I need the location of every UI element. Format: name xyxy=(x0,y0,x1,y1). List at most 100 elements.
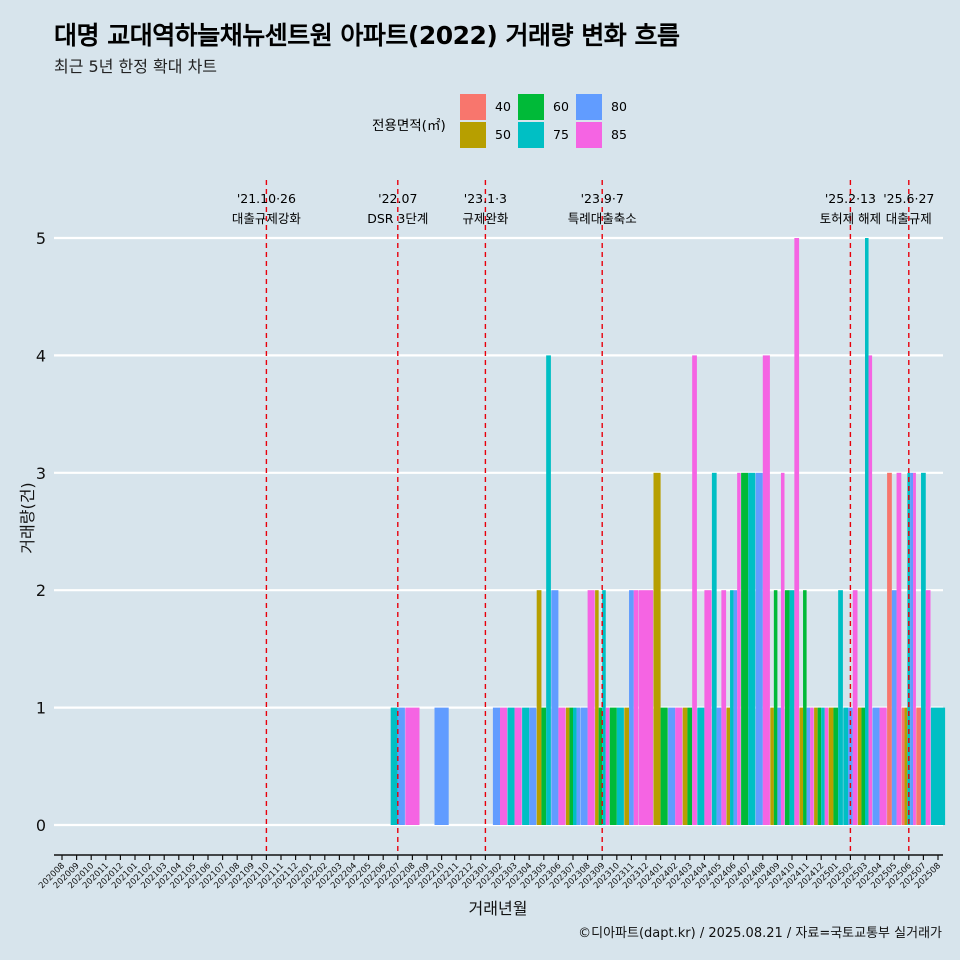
bar-202401-60 xyxy=(660,707,668,825)
bar-202503-50 xyxy=(857,707,862,825)
bar-202307-80 xyxy=(576,707,581,825)
event-date: '25.6·27 xyxy=(883,191,934,206)
legend-swatch-50 xyxy=(460,122,486,148)
y-tick-label: 0 xyxy=(36,816,46,835)
bar-202409-85 xyxy=(780,472,785,825)
bar-202412-60 xyxy=(817,707,822,825)
bar-202406-85 xyxy=(737,472,741,825)
bar-202305-75 xyxy=(546,355,551,825)
event-date: '25.2·13 xyxy=(825,191,876,206)
bar-202304-80 xyxy=(529,707,537,825)
bar-202501-75 xyxy=(838,590,843,825)
y-axis-title: 거래량(건) xyxy=(18,482,37,553)
bar-202310-60 xyxy=(609,707,617,825)
bar-202501-50 xyxy=(828,707,834,825)
bar-202506-50 xyxy=(904,707,908,825)
bar-202402-85 xyxy=(675,707,683,825)
bar-202306-85 xyxy=(558,707,566,825)
bar-202505-40 xyxy=(887,472,892,825)
bar-202309-60 xyxy=(598,707,603,825)
bar-202403-85 xyxy=(692,355,697,825)
bar-202410-60 xyxy=(784,590,790,825)
bar-202502-75 xyxy=(843,707,849,825)
bar-202409-60 xyxy=(773,590,778,825)
bar-202307-60 xyxy=(569,707,573,825)
legend-swatch-40 xyxy=(460,94,486,120)
bar-202207-75 xyxy=(390,707,398,825)
bar-202406-75 xyxy=(730,590,734,825)
legend-label-80: 80 xyxy=(611,99,627,114)
legend: 전용면적(㎡) 40 50 60 75 80 85 xyxy=(372,92,662,152)
bar-202502-85 xyxy=(852,590,858,825)
chart-subtitle: 최근 5년 한정 확대 차트 xyxy=(54,57,218,76)
bar-202308-80 xyxy=(580,707,588,825)
bar-202408-80 xyxy=(755,472,763,825)
bar-202411-80 xyxy=(806,707,811,825)
bar-202506-85 xyxy=(913,472,916,825)
bar-202504-85 xyxy=(879,707,887,825)
bar-202310-75 xyxy=(616,707,624,825)
bar-202302-80 xyxy=(492,707,500,825)
bar-202503-60 xyxy=(861,707,865,825)
event-label: 대출규제 xyxy=(886,211,932,226)
legend-label-60: 60 xyxy=(553,99,569,114)
bar-202405-75 xyxy=(711,472,717,825)
bar-202506-80 xyxy=(910,472,914,825)
bar-202411-60 xyxy=(803,590,807,825)
bar-202508-75 xyxy=(930,707,946,825)
event-date: '22.07 xyxy=(378,191,417,206)
x-axis-title: 거래년월 xyxy=(469,899,528,918)
bar-202309-50 xyxy=(595,590,599,825)
event-label: DSR 3단계 xyxy=(367,211,428,226)
bar-202405-85 xyxy=(721,590,727,825)
bar-202208-85 xyxy=(405,707,420,825)
bar-202504-80 xyxy=(872,707,880,825)
bar-202308-85 xyxy=(587,590,595,825)
y-tick-label: 3 xyxy=(36,464,46,483)
legend-label-75: 75 xyxy=(553,127,569,142)
legend-label-85: 85 xyxy=(611,127,627,142)
chart-title: 대명 교대역하늘채뉴센트원 아파트(2022) 거래량 변화 흐름 xyxy=(54,21,680,50)
bar-202407-60 xyxy=(741,472,749,825)
bar-202305-60 xyxy=(541,707,547,825)
y-tick-label: 2 xyxy=(36,581,46,600)
bar-202507-85 xyxy=(925,590,931,825)
bar-202503-75 xyxy=(865,238,869,825)
bar-202410-85 xyxy=(794,238,800,825)
bar-202207-80 xyxy=(397,707,405,825)
bar-202505-80 xyxy=(891,590,897,825)
bar-202406-80 xyxy=(733,590,738,825)
bar-202309-75 xyxy=(602,590,606,825)
bar-202409-80 xyxy=(777,707,781,825)
event-date: '21.10·26 xyxy=(237,191,296,206)
bar-202403-50 xyxy=(682,707,688,825)
bar-202411-85 xyxy=(810,707,814,825)
event-date: '23.9·7 xyxy=(581,191,624,206)
bar-202309-85 xyxy=(605,707,610,825)
bar-202307-75 xyxy=(573,707,577,825)
y-tick-label: 1 xyxy=(36,699,46,718)
legend-swatch-75 xyxy=(518,122,544,148)
bar-202311-50 xyxy=(624,707,630,825)
bar-202505-85 xyxy=(896,472,902,825)
bar-202403-60 xyxy=(687,707,693,825)
event-label: 토허제 해제 xyxy=(820,211,881,226)
legend-label-50: 50 xyxy=(495,127,511,142)
bar-202303-75 xyxy=(507,707,515,825)
bar-202407-75 xyxy=(748,472,756,825)
bar-202304-75 xyxy=(522,707,530,825)
bar-202406-50 xyxy=(726,707,731,825)
bar-202412-50 xyxy=(814,707,818,825)
caption: ©디아파트(dapt.kr) / 2025.08.21 / 자료=국토교통부 실… xyxy=(578,926,942,941)
bar-202409-50 xyxy=(770,707,774,825)
bar-202507-75 xyxy=(921,472,926,825)
legend-swatch-80 xyxy=(576,94,602,120)
bar-202412-75 xyxy=(821,707,825,825)
bar-202401-50 xyxy=(653,472,661,825)
bar-202412-85 xyxy=(824,707,829,825)
bar-202404-85 xyxy=(704,590,712,825)
event-label: 특례대출축소 xyxy=(568,211,637,226)
bar-202305-50 xyxy=(536,590,542,825)
bar-202408-85 xyxy=(762,355,770,825)
